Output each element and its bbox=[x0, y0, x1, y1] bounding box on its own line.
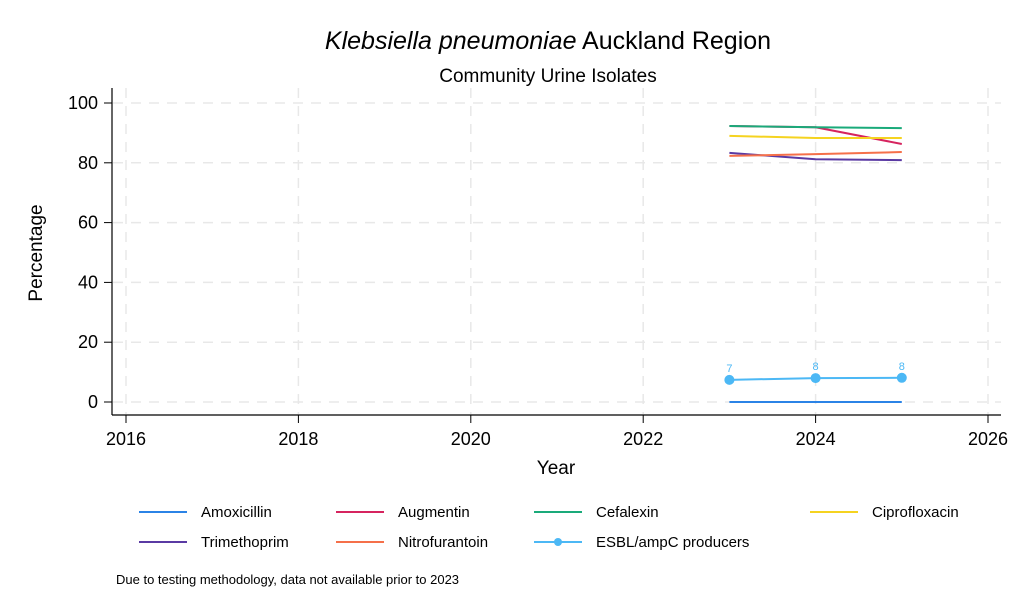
data-point-esbl-ampc-producers bbox=[896, 372, 907, 383]
data-label-esbl-ampc-producers: 7 bbox=[726, 363, 732, 375]
legend-item-esbl-ampc-producers: ESBL/ampC producers bbox=[534, 534, 749, 551]
x-tick-label: 2016 bbox=[106, 429, 146, 449]
legend-marker bbox=[554, 538, 562, 546]
y-tick-label: 80 bbox=[78, 153, 98, 173]
series-group: 7 8 8 bbox=[724, 125, 907, 403]
y-tick-label: 0 bbox=[88, 392, 98, 412]
legend-item-nitrofurantoin: Nitrofurantoin bbox=[336, 534, 488, 551]
data-label-esbl-ampc-producers: 8 bbox=[899, 361, 905, 373]
x-tick-label: 2020 bbox=[451, 429, 491, 449]
y-tick-label: 40 bbox=[78, 272, 98, 292]
chart-subtitle: Community Urine Isolates bbox=[439, 66, 657, 87]
legend-label: Augmentin bbox=[398, 504, 470, 521]
footnote: Due to testing methodology, data not ava… bbox=[116, 572, 459, 587]
x-axis-label: Year bbox=[537, 458, 576, 479]
series-line-ciprofloxacin bbox=[729, 134, 902, 139]
data-label-esbl-ampc-producers: 8 bbox=[813, 361, 819, 373]
legend-label: ESBL/ampC producers bbox=[596, 534, 749, 551]
legend-item-cefalexin: Cefalexin bbox=[534, 504, 659, 521]
legend-label: Trimethoprim bbox=[201, 534, 289, 551]
chart-title-italic: Klebsiella pneumoniae bbox=[325, 27, 577, 55]
y-ticks: 0 20 40 60 80 100 bbox=[68, 93, 112, 412]
x-tick-label: 2024 bbox=[796, 429, 836, 449]
series-line-nitrofurantoin bbox=[729, 151, 902, 157]
legend-label: Ciprofloxacin bbox=[872, 504, 959, 521]
grid bbox=[113, 88, 1001, 414]
y-tick-label: 20 bbox=[78, 332, 98, 352]
legend-item-augmentin: Augmentin bbox=[336, 504, 470, 521]
legend-item-ciprofloxacin: Ciprofloxacin bbox=[810, 504, 959, 521]
y-axis-label: Percentage bbox=[26, 204, 47, 301]
y-tick-label: 60 bbox=[78, 213, 98, 233]
x-tick-label: 2022 bbox=[623, 429, 663, 449]
legend-item-amoxicillin: Amoxicillin bbox=[139, 504, 272, 521]
chart-title: Klebsiella pneumoniae Auckland Region bbox=[325, 27, 771, 55]
legend-label: Amoxicillin bbox=[201, 504, 272, 521]
series-line-cefalexin bbox=[729, 125, 902, 130]
legend: Amoxicillin Augmentin Cefalexin Ciprofloxac… bbox=[139, 504, 959, 551]
chart-title-rest: Auckland Region bbox=[576, 27, 771, 55]
legend-item-trimethoprim: Trimethoprim bbox=[139, 534, 289, 551]
legend-label: Cefalexin bbox=[596, 504, 659, 521]
legend-label: Nitrofurantoin bbox=[398, 534, 488, 551]
data-point-esbl-ampc-producers bbox=[810, 373, 821, 384]
x-tick-label: 2018 bbox=[278, 429, 318, 449]
x-tick-label: 2026 bbox=[968, 429, 1008, 449]
data-point-esbl-ampc-producers bbox=[724, 374, 735, 385]
x-ticks: 2016 2018 2020 2022 2024 2026 bbox=[106, 415, 1008, 449]
y-tick-label: 100 bbox=[68, 93, 98, 113]
